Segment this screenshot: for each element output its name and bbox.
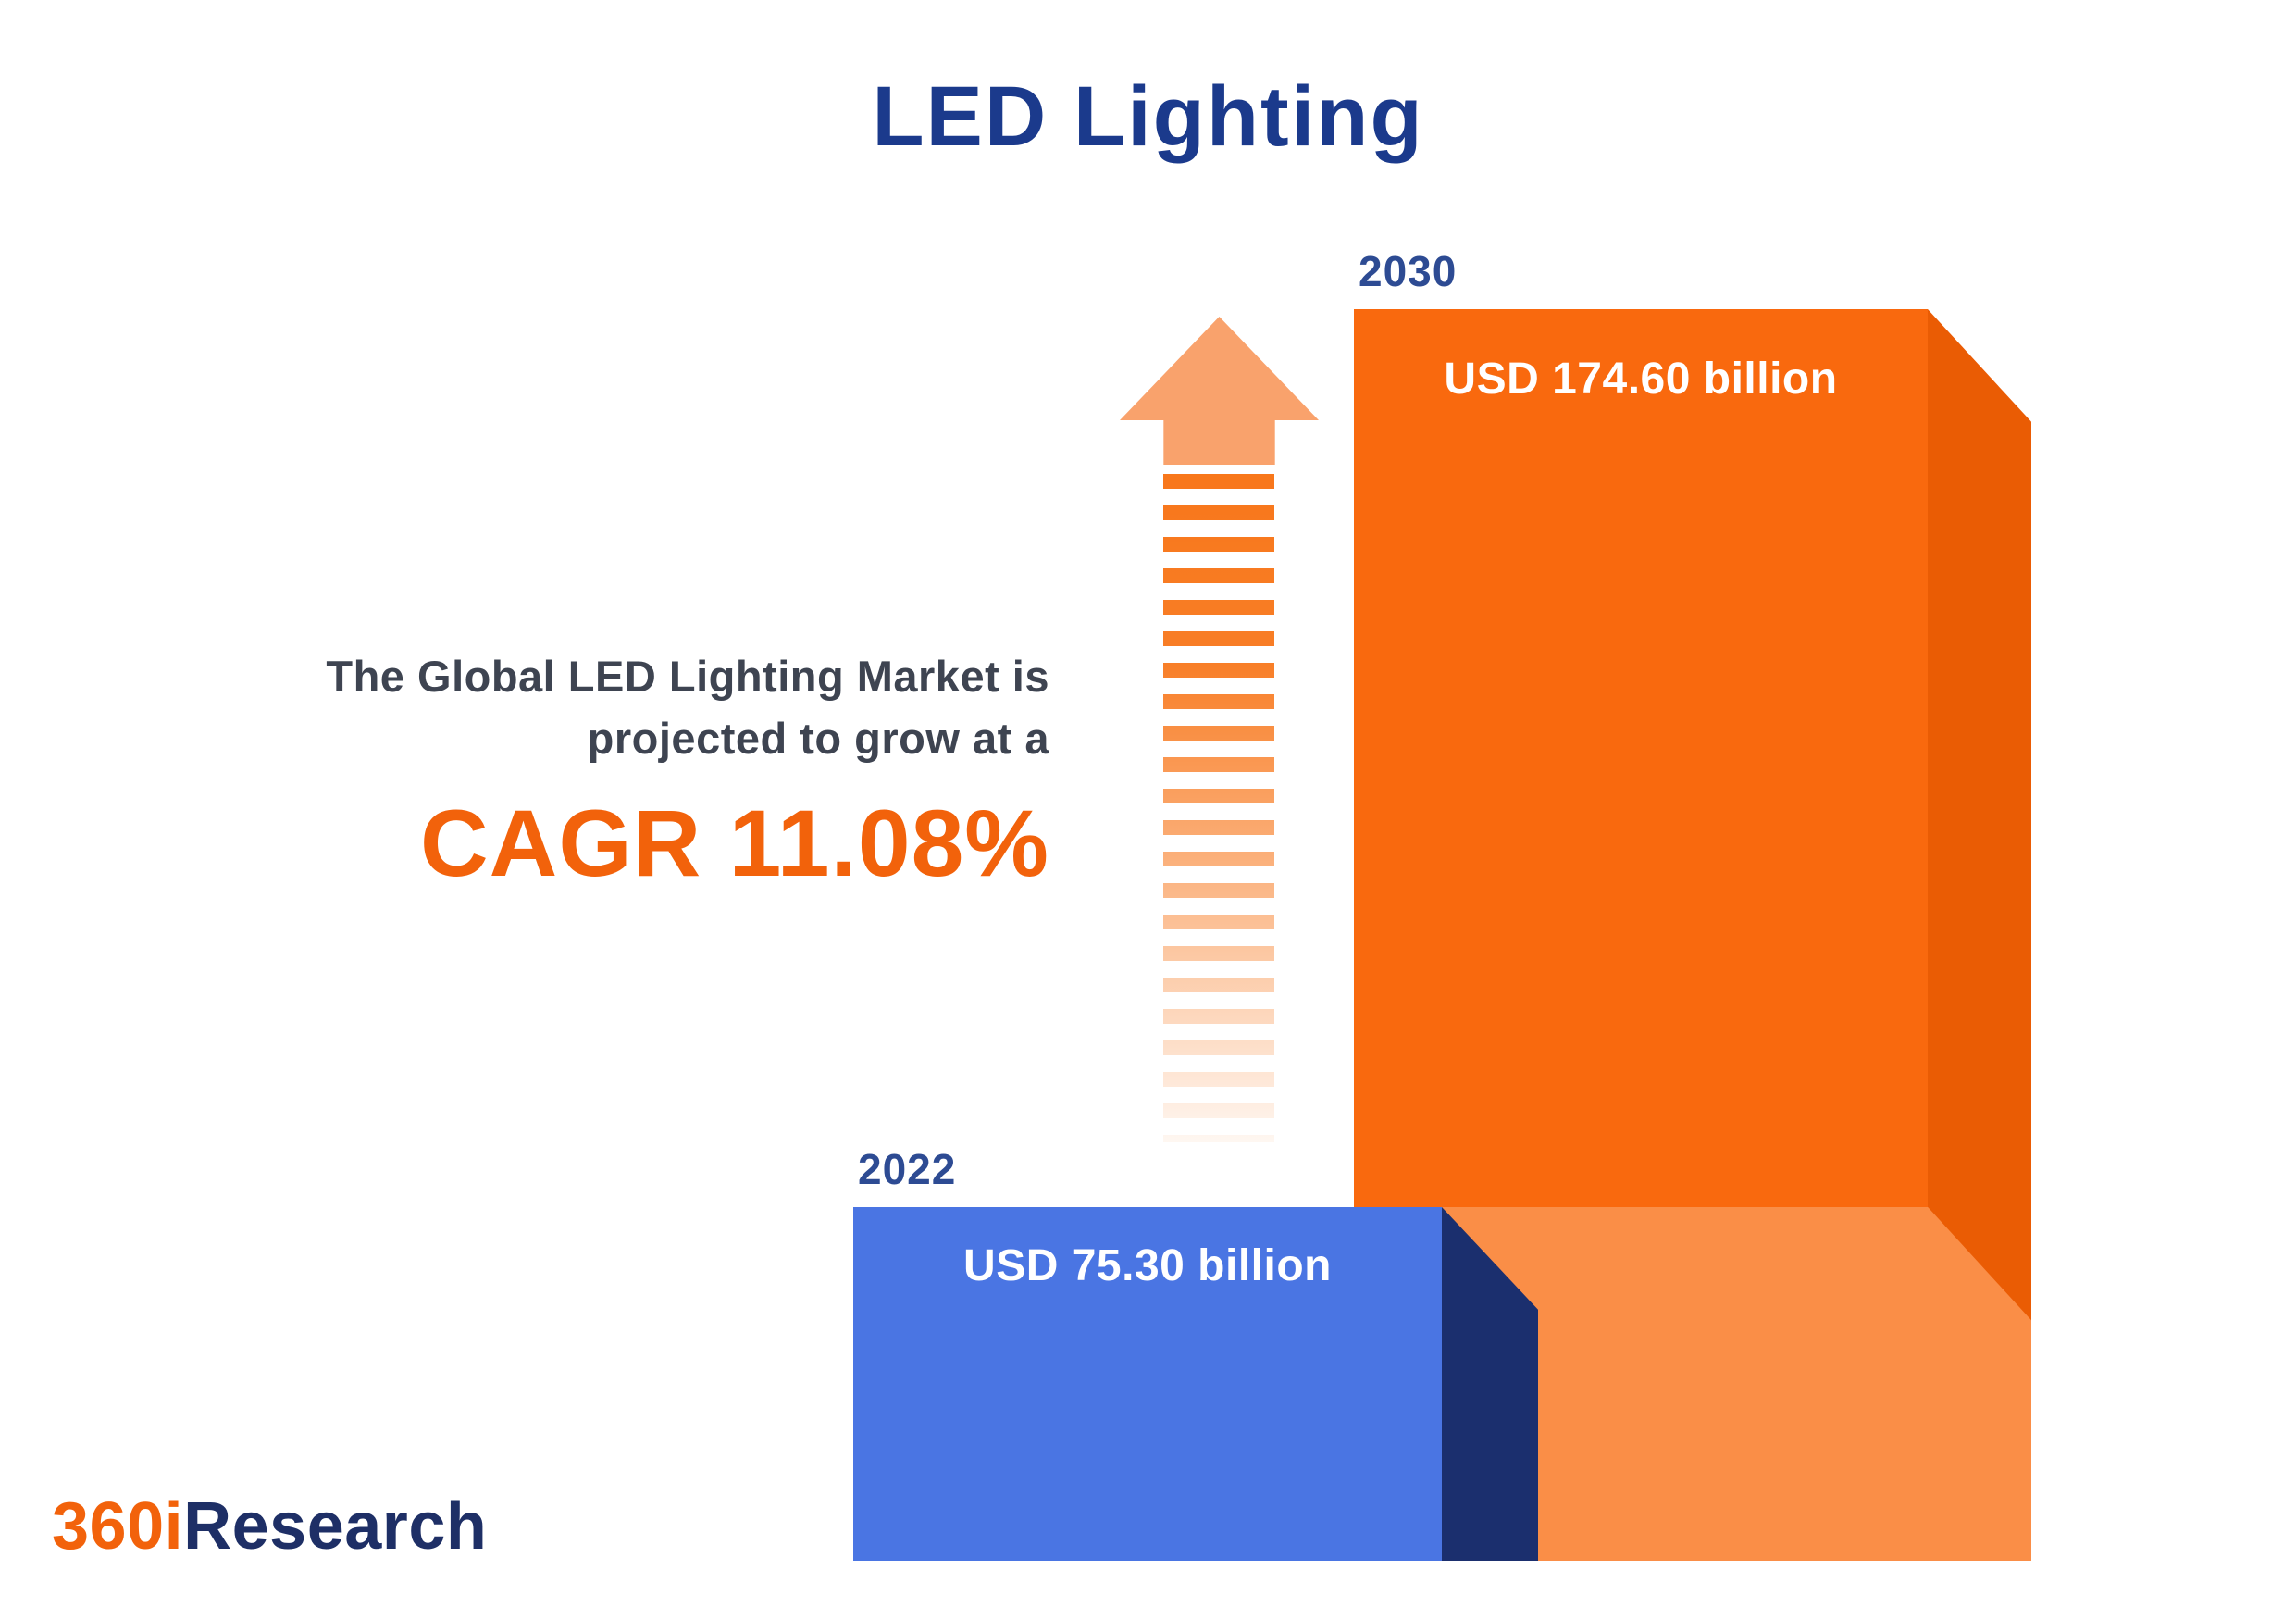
growth-arrow-up-icon — [1120, 317, 1319, 465]
bar-2030-lower-band — [1440, 1207, 2031, 1561]
annotation-line-2: projected to grow at a — [587, 713, 1049, 763]
page-title: LED Lighting — [872, 69, 1424, 164]
growth-annotation: The Global LED Lighting Market is projec… — [326, 646, 1049, 898]
value-label-2022: USD 75.30 billion — [963, 1241, 1332, 1290]
year-label-2030: 2030 — [1359, 247, 1458, 295]
brand-logo: 360iResearch — [52, 1488, 487, 1564]
brand-logo-research: Research — [183, 1489, 488, 1563]
bar-2022-front — [853, 1207, 1442, 1561]
year-label-2022: 2022 — [858, 1145, 957, 1193]
annotation-line-1: The Global LED Lighting Market is — [326, 652, 1049, 701]
brand-logo-360i: 360i — [52, 1489, 184, 1563]
value-label-2030: USD 174.60 billion — [1444, 355, 1838, 404]
growth-arrow-dashes — [1163, 474, 1274, 1142]
cagr-value: CAGR 11.08% — [420, 791, 1049, 897]
